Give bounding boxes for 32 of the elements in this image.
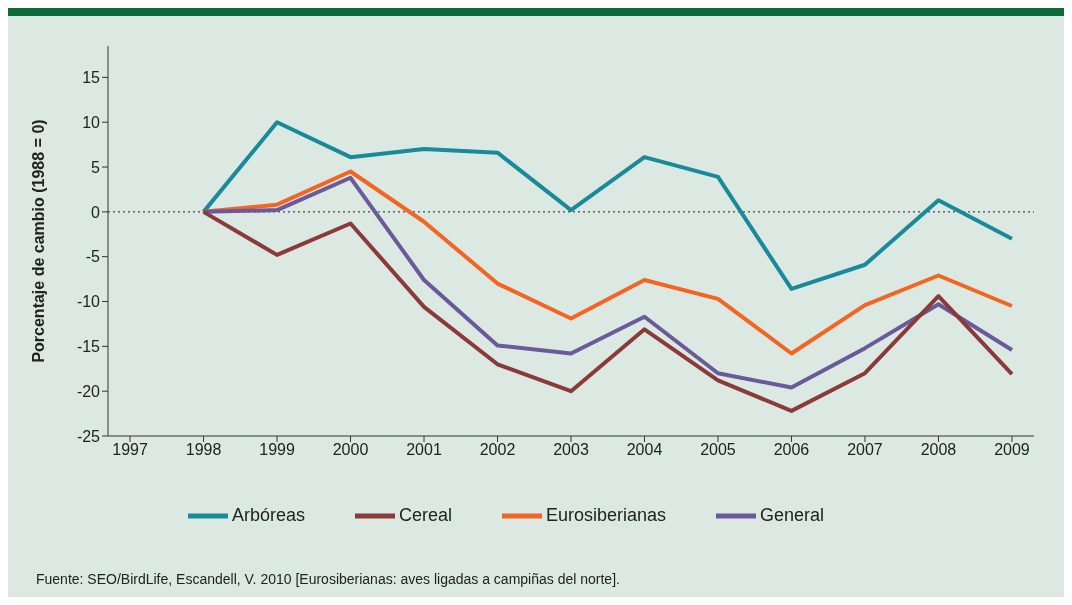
- x-tick-label: 1999: [259, 441, 295, 459]
- x-tick-label: 2009: [994, 441, 1030, 459]
- y-tick-label: -15: [76, 338, 101, 356]
- x-tick-label: 2007: [847, 441, 883, 459]
- y-tick-label: 0: [91, 203, 101, 221]
- y-tick-label: -20: [76, 382, 101, 400]
- legend-label: Cereal: [398, 504, 452, 525]
- y-tick-label: 15: [82, 69, 101, 87]
- y-axis-title: Porcentaje de cambio (1988 = 0): [29, 119, 47, 363]
- source-note: Fuente: SEO/BirdLife, Escandell, V. 2010 [Eurosiberianas: aves ligadas a campiñas del norte].: [36, 571, 620, 587]
- line-series: [201, 169, 1014, 356]
- legend-label: Eurosiberianas: [545, 504, 667, 525]
- x-tick-label: 2002: [479, 441, 516, 459]
- line-series: [201, 209, 1014, 413]
- y-tick-label: -25: [76, 427, 101, 445]
- line-series: [201, 120, 1014, 291]
- y-tick-label: 5: [91, 158, 101, 176]
- x-tick-label: 1998: [185, 441, 222, 459]
- x-tick-label: 2008: [920, 441, 957, 459]
- x-tick-label: 2001: [406, 441, 442, 459]
- x-tick-label: 1997: [112, 441, 148, 459]
- legend-label: Arbóreas: [231, 504, 305, 525]
- x-tick-label: 2005: [700, 441, 736, 459]
- legend-label: General: [760, 504, 825, 525]
- line-series: [201, 175, 1014, 390]
- x-tick-label: 2004: [626, 441, 663, 459]
- x-tick-label: 2003: [553, 441, 589, 459]
- y-tick-label: -5: [85, 248, 101, 266]
- x-tick-label: 2000: [332, 441, 369, 459]
- y-tick-label: -10: [76, 293, 101, 311]
- x-tick-label: 2006: [773, 441, 810, 459]
- y-tick-label: 10: [82, 113, 101, 131]
